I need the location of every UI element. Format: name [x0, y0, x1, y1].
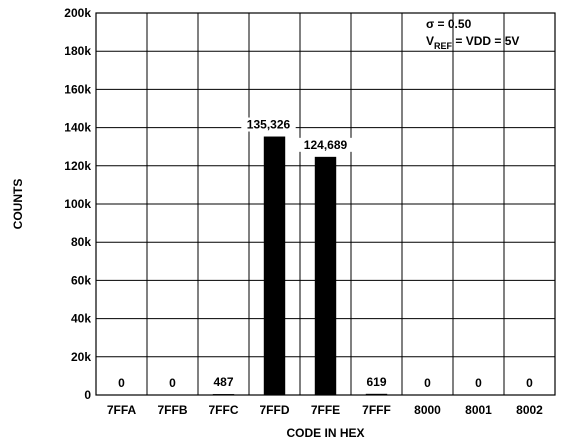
- data-label-background: [363, 374, 390, 389]
- y-tick-label: 0: [84, 388, 91, 402]
- x-tick-label: 7FFF: [362, 403, 391, 417]
- y-tick-label: 100k: [64, 197, 91, 211]
- sigma-annotation: σ = 0.50: [426, 17, 472, 31]
- vref-subscript: REF: [434, 41, 453, 51]
- data-label-background: [166, 376, 179, 390]
- annotation-box: σ = 0.50 VREF = VDD = 5V: [426, 17, 519, 51]
- x-tick-label: 7FFC: [209, 403, 239, 417]
- data-label: 0: [475, 376, 482, 390]
- data-label: 0: [526, 376, 533, 390]
- data-label-background: [210, 375, 237, 390]
- y-tick-label: 120k: [64, 159, 91, 173]
- plot-frame: [95, 12, 556, 396]
- data-label-background: [115, 376, 128, 390]
- data-label: 135,326: [247, 118, 291, 132]
- data-label-background: [241, 117, 296, 132]
- bar-7ffe: [314, 156, 337, 395]
- x-tick-label: 7FFD: [260, 403, 290, 417]
- y-tick-label: 140k: [64, 121, 91, 135]
- x-tick-label: 7FFB: [158, 403, 188, 417]
- x-tick-label: 7FFE: [311, 403, 340, 417]
- data-label-background: [421, 376, 434, 390]
- y-tick-label: 160k: [64, 82, 91, 96]
- x-tick-label: 7FFA: [107, 403, 137, 417]
- bars: [212, 136, 388, 395]
- bar-7ffd: [263, 136, 286, 395]
- y-tick-label: 60k: [71, 273, 91, 287]
- y-tick-label: 20k: [71, 350, 91, 364]
- data-label: 487: [213, 375, 233, 389]
- vref-annotation: VREF = VDD = 5V: [426, 34, 519, 51]
- x-axis-label: CODE IN HEX: [286, 426, 364, 440]
- data-label: 124,689: [304, 138, 348, 152]
- x-tick-labels: 7FFA 7FFB 7FFC 7FFD 7FFE 7FFF 8000 8001 8002: [107, 403, 543, 417]
- x-tick-label: 8000: [414, 403, 441, 417]
- data-label-background: [523, 376, 536, 390]
- vref-value: = VDD = 5V: [452, 34, 519, 48]
- y-tick-label: 40k: [71, 312, 91, 326]
- x-tick-label: 8001: [465, 403, 492, 417]
- data-labels: 0 0 487 135,326 124,689 619 0 0 0: [115, 117, 536, 390]
- vref-v: V: [426, 34, 434, 48]
- y-tick-label: 80k: [71, 235, 91, 249]
- data-label: 0: [424, 376, 431, 390]
- data-label-background: [472, 376, 485, 390]
- y-axis-label: COUNTS: [11, 179, 25, 230]
- data-label: 0: [169, 376, 176, 390]
- data-label: 619: [366, 375, 386, 389]
- data-label-background: [298, 137, 353, 152]
- x-tick-label: 8002: [516, 403, 543, 417]
- y-tick-label: 180k: [64, 44, 91, 58]
- data-label: 0: [118, 376, 125, 390]
- y-tick-label: 200k: [64, 6, 91, 20]
- y-tick-labels: 0 20k 40k 60k 80k 100k 120k 140k 160k 180k 200k: [64, 6, 91, 402]
